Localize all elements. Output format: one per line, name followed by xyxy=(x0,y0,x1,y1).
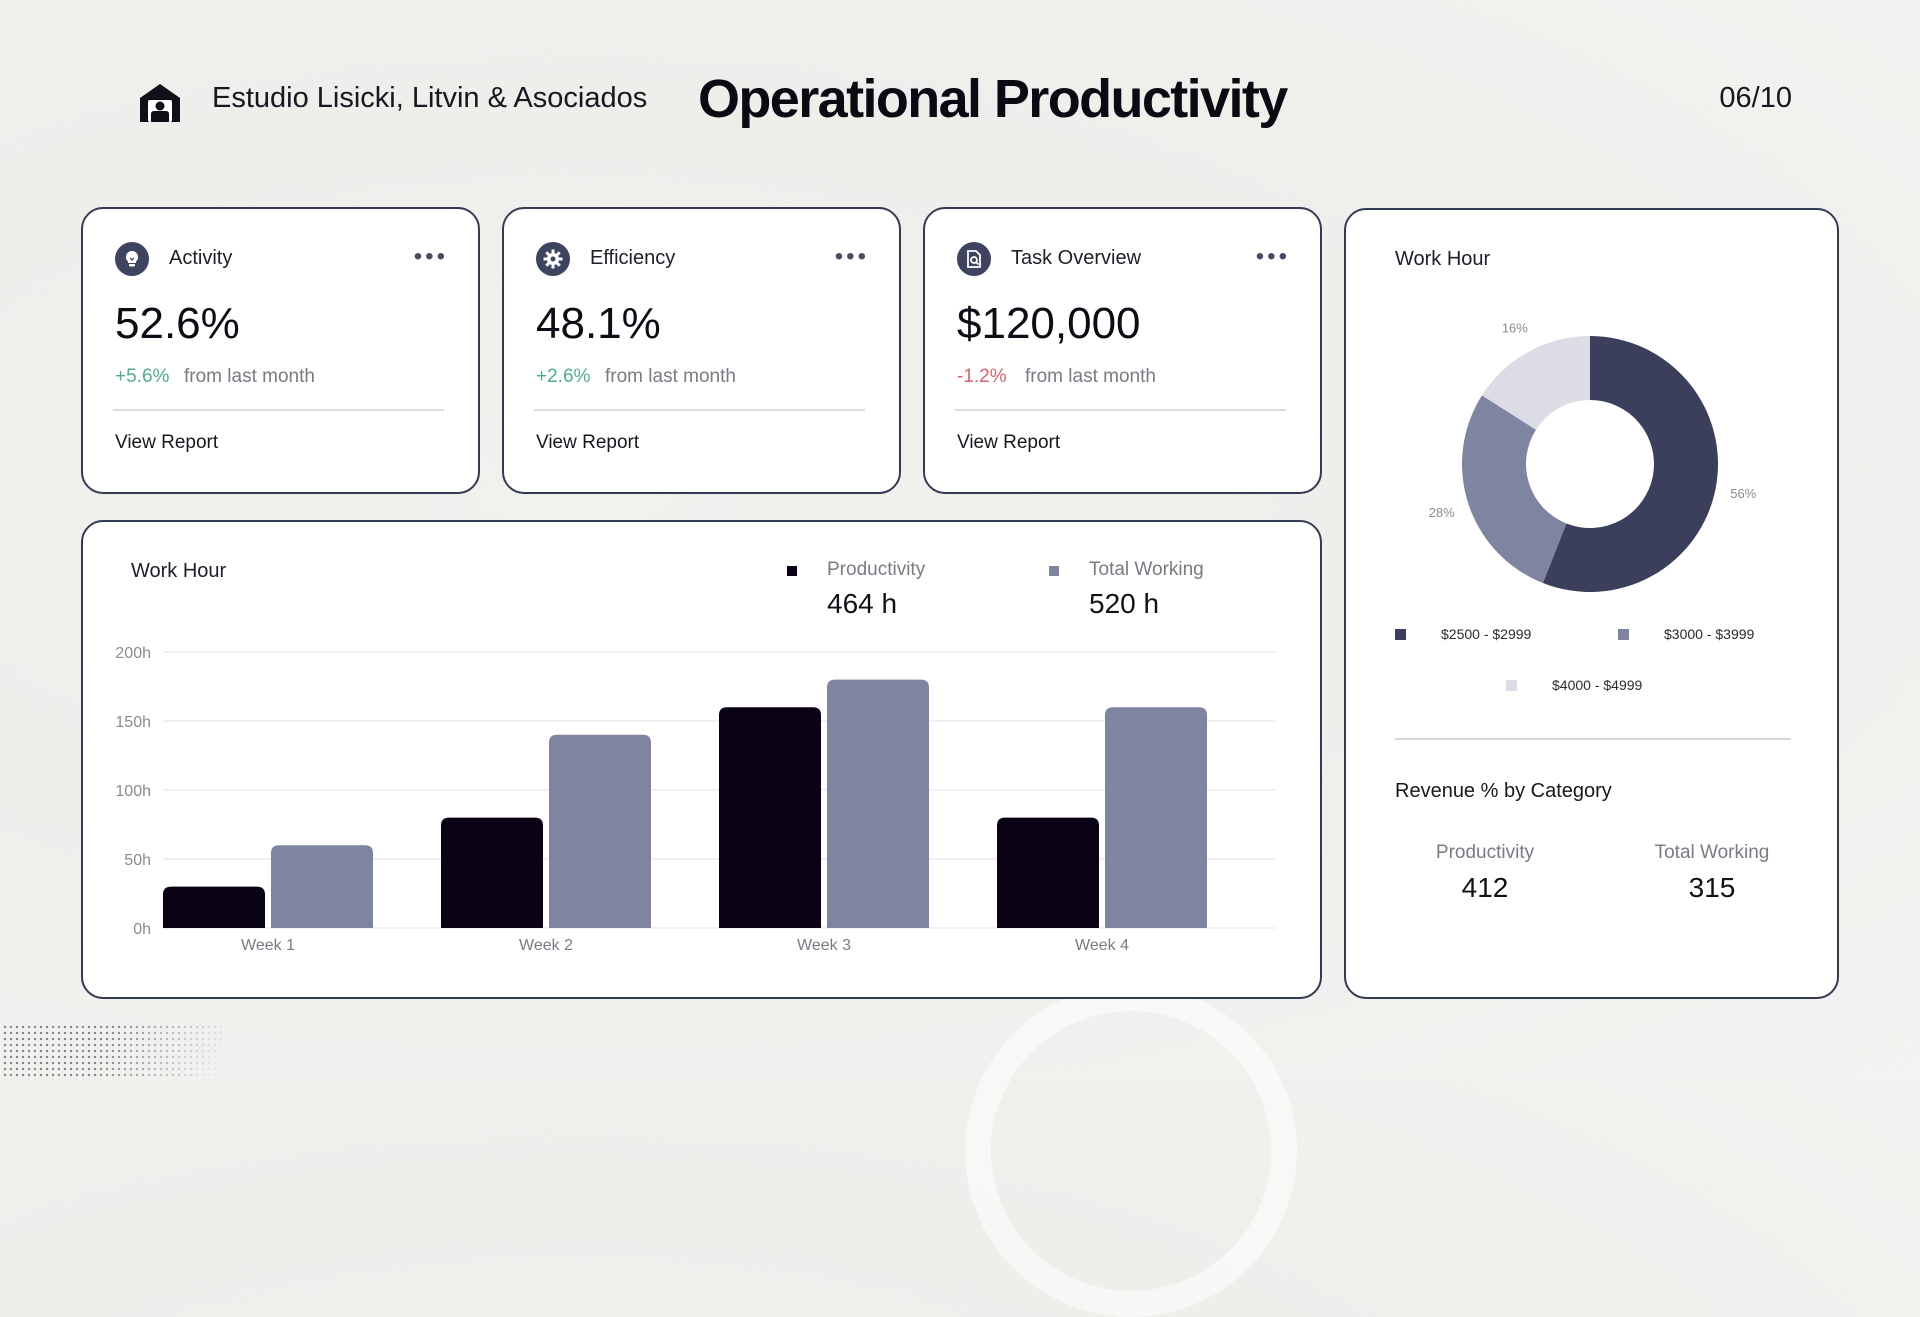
x-tick-label: Week 2 xyxy=(519,937,573,954)
bar-productivity[interactable] xyxy=(441,817,543,928)
work-hour-chart-card: Work Hour Productivity 464 h Total Worki… xyxy=(81,520,1322,999)
building-icon xyxy=(138,80,182,124)
x-tick-label: Week 4 xyxy=(1075,937,1129,954)
bar-total-working[interactable] xyxy=(827,679,929,928)
stat-value-total-working: 315 xyxy=(1688,872,1736,903)
document-search-icon xyxy=(957,242,991,276)
donut-slice-2[interactable] xyxy=(1462,395,1567,584)
y-tick-label: 100h xyxy=(115,783,151,800)
view-report-link[interactable]: View Report xyxy=(536,432,640,453)
donut-pct-label: 28% xyxy=(1429,505,1455,520)
divider xyxy=(955,409,1286,411)
bar-productivity[interactable] xyxy=(719,707,821,928)
legend-label-total-working: Total Working xyxy=(1089,559,1204,580)
more-options-icon[interactable]: ••• xyxy=(413,243,448,270)
bar-total-working[interactable] xyxy=(271,845,373,928)
legend-label-slice-3: $4000 - $4999 xyxy=(1552,677,1643,693)
page-title: Operational Productivity xyxy=(698,69,1288,129)
divider xyxy=(113,409,444,411)
kpi-delta-note: from last month xyxy=(1025,366,1156,387)
divider xyxy=(534,409,865,411)
y-tick-label: 50h xyxy=(124,852,151,869)
donut-pct-label: 56% xyxy=(1730,486,1756,501)
legend-swatch-productivity xyxy=(787,566,797,576)
kpi-value: 52.6% xyxy=(115,299,240,348)
kpi-card-activity: Activity ••• 52.6% +5.6% from last month… xyxy=(81,207,480,494)
view-report-link[interactable]: View Report xyxy=(115,432,219,453)
kpi-value: 48.1% xyxy=(536,299,661,348)
kpi-delta: -1.2% xyxy=(957,366,1007,387)
bar-productivity[interactable] xyxy=(997,817,1099,928)
bar-chart: 0h 50h 100h 150h 200h Week 1 Week 2 Week 3 Week … xyxy=(115,645,1275,954)
kpi-card-efficiency: Efficiency ••• 48.1% +2.6% from last mon… xyxy=(502,207,901,494)
kpi-label: Efficiency xyxy=(590,247,676,269)
legend-label-slice-1: $2500 - $2999 xyxy=(1441,626,1532,642)
revenue-title: Revenue % by Category xyxy=(1395,780,1612,802)
legend-label-productivity: Productivity xyxy=(827,559,926,580)
donut-title: Work Hour xyxy=(1395,248,1491,270)
legend-swatch-slice-3 xyxy=(1506,680,1517,691)
kpi-delta: +2.6% xyxy=(536,366,591,387)
bar-total-working[interactable] xyxy=(549,734,651,928)
legend-swatch-slice-2 xyxy=(1618,629,1629,640)
decorative-ring xyxy=(965,985,1297,1317)
bar-total-working[interactable] xyxy=(1105,707,1207,928)
y-tick-label: 0h xyxy=(133,921,151,938)
y-tick-label: 150h xyxy=(115,714,151,731)
donut-slice-1[interactable] xyxy=(1542,336,1718,592)
stat-label-total-working: Total Working xyxy=(1654,842,1770,863)
kpi-delta: +5.6% xyxy=(115,366,170,387)
page-number: 06/10 xyxy=(1719,82,1792,114)
legend-label-slice-2: $3000 - $3999 xyxy=(1664,626,1755,642)
kpi-label: Activity xyxy=(169,247,233,269)
donut-chart: 56% 28% 16% xyxy=(1429,320,1757,592)
legend-total-productivity: 464 h xyxy=(827,588,898,619)
revenue-category-card: Work Hour 56% 28% 16% $2500 - $2999 $3000 … xyxy=(1344,208,1839,999)
kpi-label: Task Overview xyxy=(1011,247,1142,269)
legend-swatch-total-working xyxy=(1049,566,1059,576)
legend-swatch-slice-1 xyxy=(1395,629,1406,640)
stat-value-productivity: 412 xyxy=(1461,872,1509,903)
legend-total-total-working: 520 h xyxy=(1089,588,1160,619)
gear-icon xyxy=(536,242,570,276)
more-options-icon[interactable]: ••• xyxy=(834,243,869,270)
kpi-delta-note: from last month xyxy=(184,366,315,387)
lightbulb-icon xyxy=(115,242,149,276)
kpi-card-task-overview: Task Overview ••• $120,000 -1.2% from la… xyxy=(923,207,1322,494)
kpi-delta-note: from last month xyxy=(605,366,736,387)
divider xyxy=(1395,738,1791,740)
more-options-icon[interactable]: ••• xyxy=(1255,243,1290,270)
y-tick-label: 200h xyxy=(115,645,151,662)
x-tick-label: Week 1 xyxy=(241,937,295,954)
chart-title: Work Hour xyxy=(131,560,227,582)
kpi-value: $120,000 xyxy=(957,299,1141,348)
stat-label-productivity: Productivity xyxy=(1435,842,1535,863)
x-tick-label: Week 3 xyxy=(797,937,851,954)
company-name: Estudio Lisicki, Litvin & Asociados xyxy=(212,82,648,114)
decorative-dot-pattern xyxy=(2,1024,222,1080)
bar-productivity[interactable] xyxy=(163,886,265,928)
view-report-link[interactable]: View Report xyxy=(957,432,1061,453)
donut-slice-3[interactable] xyxy=(1481,336,1590,430)
donut-pct-label: 16% xyxy=(1502,320,1528,335)
